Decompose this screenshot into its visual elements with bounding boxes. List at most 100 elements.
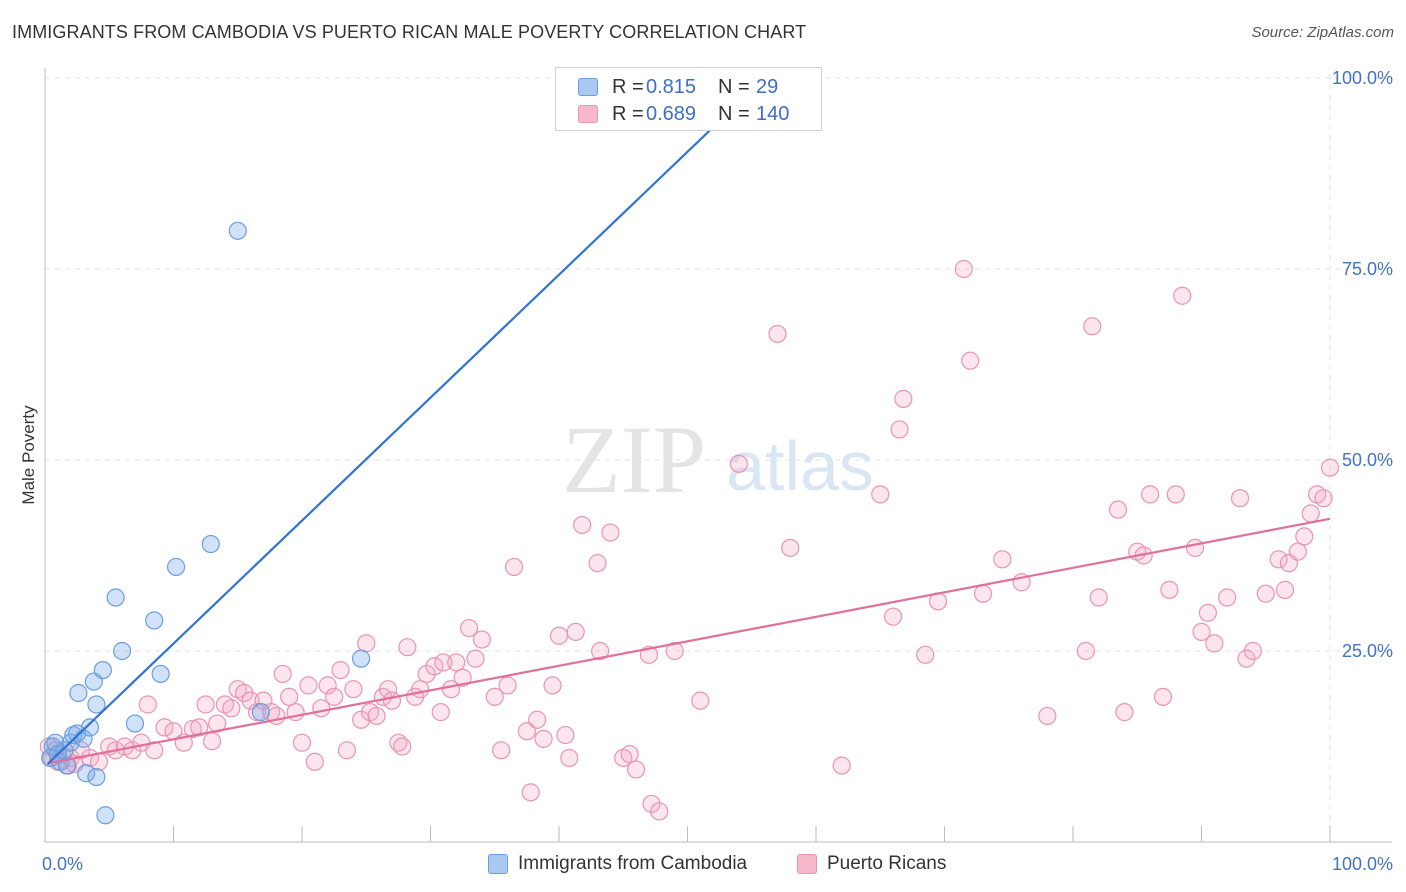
puerto-rican-point [292, 733, 312, 752]
x-tick-label: 0.0% [42, 854, 83, 874]
puerto-rican-point [549, 626, 569, 645]
puerto-rican-point [417, 664, 436, 684]
puerto-rican-point [521, 783, 540, 802]
puerto-rican-point [382, 691, 402, 710]
puerto-rican-point [299, 676, 318, 695]
puerto-rican-point [1173, 286, 1192, 305]
puerto-rican-point [398, 638, 417, 657]
puerto-rican-point [183, 719, 202, 739]
puerto-rican-point [425, 657, 444, 676]
cambodia-point [166, 557, 186, 577]
puerto-rican-point [543, 676, 562, 695]
series-legend: Immigrants from Cambodia Puerto Ricans [0, 852, 1406, 878]
tick-labels: 25.0% 50.0% 75.0% 100.0% 0.0% 100.0% [42, 68, 1393, 874]
y-tick-label: 100.0% [1332, 68, 1393, 88]
puerto-rican-point [453, 668, 472, 687]
puerto-rican-point [1038, 706, 1057, 726]
legend-r-value: 0.689 [646, 102, 697, 125]
trend-lines [46, 77, 1331, 765]
puerto-rican-point [1192, 622, 1211, 642]
puerto-rican-point [871, 485, 890, 504]
puerto-rican-point [973, 584, 993, 603]
legend-item-puerto-rican[interactable]: Puerto Ricans [797, 852, 946, 876]
puerto-rican-point [768, 324, 787, 344]
puerto-rican-point [534, 729, 553, 748]
cambodia-point [106, 588, 125, 607]
axes [44, 68, 1392, 843]
puerto-rican-point [331, 660, 350, 680]
legend-swatch-cambodia [578, 78, 598, 96]
legend-swatch-puerto-rican [797, 854, 817, 874]
puerto-rican-point [566, 622, 585, 642]
puerto-rican-point [1108, 500, 1128, 519]
watermark-zip: ZIP [562, 406, 706, 513]
puerto-rican-point [1295, 527, 1314, 546]
source-label: Source: ZipAtlas.com [1251, 24, 1394, 41]
cambodia-point [96, 806, 115, 825]
puerto-rican-point [894, 389, 913, 408]
puerto-rican-point [993, 550, 1012, 569]
cambodia-point [93, 660, 112, 680]
watermark: ZIP atlas [562, 406, 874, 513]
puerto-rican-point [504, 557, 524, 577]
puerto-rican-point [1089, 588, 1108, 607]
puerto-rican-point [155, 718, 174, 737]
puerto-rican-point [1160, 580, 1179, 599]
puerto-rican-point [498, 676, 517, 695]
puerto-rican-point [588, 554, 607, 573]
puerto-rican-point [665, 641, 684, 661]
puerto-rican-point [1256, 584, 1275, 603]
y-tick-label: 25.0% [1342, 641, 1393, 661]
puerto-rican-point [1288, 542, 1307, 561]
legend-item-cambodia[interactable]: Immigrants from Cambodia [488, 852, 747, 876]
legend-row-cambodia: R = 0.815 N = 29 [578, 76, 778, 98]
puerto-rican-point [235, 683, 254, 703]
puerto-rican-point [318, 676, 337, 695]
cambodia-point [80, 718, 100, 737]
puerto-rican-point [472, 630, 491, 649]
puerto-rican-point [1275, 580, 1295, 599]
puerto-rican-point [344, 680, 363, 699]
cambodia-points [41, 221, 371, 825]
puerto-rican-point [1115, 703, 1134, 722]
puerto-rican-point [273, 664, 292, 684]
puerto-rican-point [280, 687, 299, 706]
puerto-rican-point [729, 454, 749, 473]
cambodia-point [151, 664, 170, 684]
puerto-rican-point [890, 420, 909, 439]
puerto-rican-point [620, 745, 639, 764]
puerto-rican-point [190, 718, 209, 737]
puerto-rican-point [367, 706, 386, 726]
cambodia-point [125, 714, 145, 733]
cambodia-point [352, 649, 371, 668]
puerto-rican-point [556, 725, 575, 745]
legend-swatch-puerto-rican [578, 105, 598, 123]
puerto-rican-point [961, 351, 980, 370]
puerto-rican-point [560, 748, 579, 768]
correlation-legend: R = 0.815 N = 29 R = 0.689 N = 140 [555, 67, 822, 131]
puerto-rican-point [528, 710, 547, 729]
y-tick-label: 50.0% [1342, 450, 1393, 470]
puerto-rican-point [1083, 317, 1102, 336]
puerto-rican-point [883, 607, 903, 626]
puerto-rican-point [447, 653, 466, 672]
puerto-rican-point [1153, 687, 1173, 706]
legend-n-value: 140 [756, 102, 790, 125]
legend-row-puerto-rican: R = 0.689 N = 140 [578, 103, 789, 125]
cambodia-point [145, 611, 164, 630]
puerto-rican-point [626, 760, 646, 779]
puerto-rican-point [434, 653, 453, 672]
x-tick-label: 100.0% [1332, 854, 1393, 874]
puerto-rican-point [411, 680, 430, 699]
puerto-rican-point [202, 732, 222, 751]
legend-label-puerto-rican: Puerto Ricans [827, 853, 947, 874]
puerto-rican-point [916, 645, 935, 664]
puerto-rican-point [196, 695, 215, 714]
puerto-rican-point [1237, 649, 1256, 668]
puerto-rican-point [1198, 603, 1218, 622]
cambodia-point [87, 695, 106, 714]
puerto-rican-point [337, 741, 357, 760]
chart-title: IMMIGRANTS FROM CAMBODIA VS PUERTO RICAN… [12, 22, 807, 42]
cambodia-point [77, 764, 96, 783]
